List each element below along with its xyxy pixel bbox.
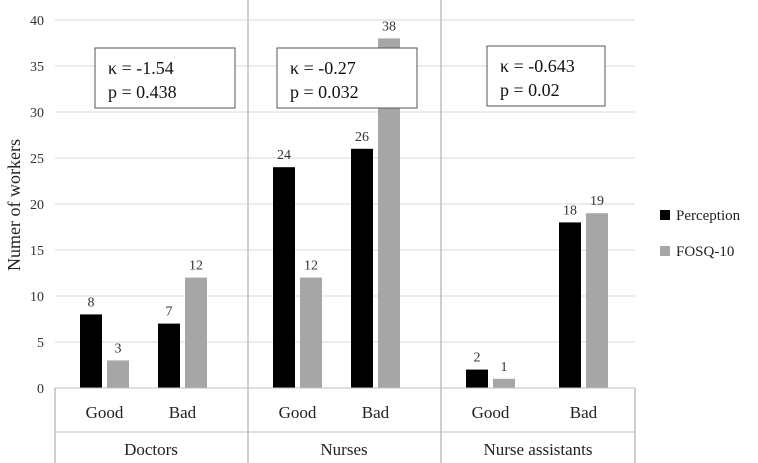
group-labels: Doctors Nurses Nurse assistants: [124, 440, 592, 459]
bar-fosq-10: [107, 360, 129, 388]
y-axis-ticks: 0 5 10 15 20 25 30 35 40: [30, 14, 44, 397]
bar-value-label: 1: [501, 360, 508, 375]
bar-value-label: 19: [590, 194, 604, 209]
bar-fosq-10: [493, 378, 515, 388]
y-tick-label: 35: [30, 60, 44, 75]
y-tick-label: 40: [30, 14, 44, 29]
bar-perception: [80, 314, 102, 388]
group-label: Nurse assistants: [483, 440, 592, 459]
stat-line: κ = -0.643: [500, 56, 575, 76]
y-tick-label: 25: [30, 152, 44, 167]
stat-box: κ = -1.54 p = 0.438: [94, 47, 236, 109]
category-label: Bad: [570, 403, 598, 422]
y-tick-label: 30: [30, 106, 44, 121]
bar-value-label: 7: [166, 305, 173, 320]
bar-perception: [158, 323, 180, 388]
stat-line: p = 0.032: [290, 82, 359, 102]
y-tick-label: 20: [30, 198, 44, 213]
bar-fosq-10: [300, 277, 322, 388]
legend-swatch: [660, 210, 670, 220]
stat-box-frame: [486, 45, 606, 107]
group-label: Doctors: [124, 440, 178, 459]
stat-line: κ = -0.27: [290, 58, 356, 78]
bars: [80, 38, 608, 389]
category-labels: Good Bad Good Bad Good Bad: [86, 403, 598, 422]
y-tick-label: 10: [30, 290, 44, 305]
bar-perception: [466, 369, 488, 388]
legend-label: FOSQ-10: [676, 244, 734, 260]
category-label: Bad: [169, 403, 197, 422]
bar-value-label: 12: [189, 259, 203, 274]
y-tick-label: 5: [37, 336, 44, 351]
bar-value-label: 2: [474, 351, 481, 366]
category-label: Bad: [362, 403, 390, 422]
bar-value-label: 38: [382, 19, 396, 34]
bar-value-label: 12: [304, 259, 318, 274]
group-label: Nurses: [320, 440, 367, 459]
bar-fosq-10: [185, 277, 207, 388]
bar-value-label: 24: [277, 148, 291, 163]
y-tick-label: 0: [37, 382, 44, 397]
bar-fosq-10: [586, 213, 608, 388]
bar-perception: [559, 222, 581, 388]
category-label: Good: [279, 403, 317, 422]
bar-value-label: 18: [563, 203, 577, 218]
bar-value-label: 3: [115, 341, 122, 356]
bar-value-labels: 8 3 7 12 24 12 26 38 2 1 18 19: [88, 19, 605, 374]
bar-value-label: 8: [88, 295, 95, 310]
bar-value-label: 26: [355, 130, 369, 145]
bar-perception: [351, 148, 373, 388]
bar-perception: [273, 167, 295, 388]
axes: [54, 0, 636, 463]
stat-box-frame: [94, 47, 236, 109]
legend: Perception FOSQ-10: [660, 208, 741, 260]
y-axis-label: Numer of workers: [4, 139, 24, 271]
stat-box: κ = -0.643 p = 0.02: [486, 45, 606, 107]
category-label: Good: [472, 403, 510, 422]
stat-box: κ = -0.27 p = 0.032: [276, 47, 418, 109]
stat-line: p = 0.438: [108, 82, 177, 102]
bar-fosq-10: [378, 38, 400, 389]
legend-swatch: [660, 246, 670, 256]
category-label: Good: [86, 403, 124, 422]
y-tick-label: 15: [30, 244, 44, 259]
stat-line: p = 0.02: [500, 80, 560, 100]
legend-label: Perception: [676, 208, 741, 224]
stat-line: κ = -1.54: [108, 58, 174, 78]
stat-box-frame: [276, 47, 418, 109]
